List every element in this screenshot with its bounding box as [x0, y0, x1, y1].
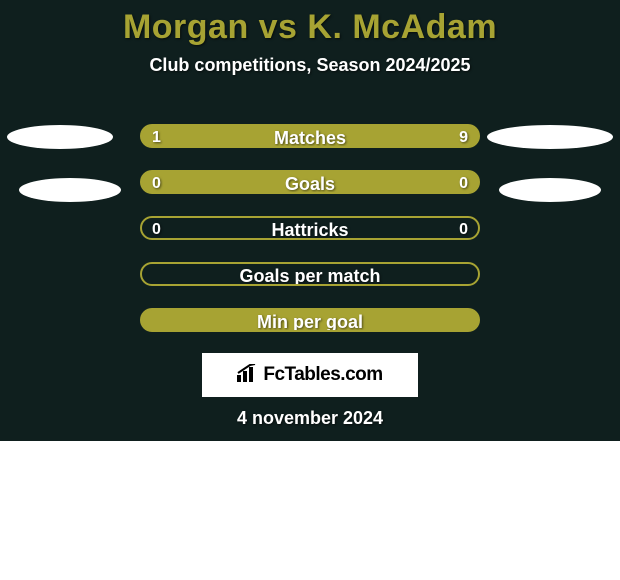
player-badge-left-1 [7, 125, 113, 149]
stat-bar: 00Goals [140, 170, 480, 194]
player-badge-left-2 [19, 178, 121, 202]
bar-label: Matches [142, 126, 478, 146]
subtitle: Club competitions, Season 2024/2025 [0, 55, 620, 76]
comparison-card: Morgan vs K. McAdam Club competitions, S… [0, 0, 620, 441]
stat-bar: Min per goal [140, 308, 480, 332]
stat-bars: 19Matches 00Goals 00Hattricks Goals per mat… [140, 124, 480, 354]
footer-date: 4 november 2024 [0, 408, 620, 429]
chart-icon [237, 364, 259, 387]
player-badge-right-1 [487, 125, 613, 149]
bar-label: Goals [142, 172, 478, 192]
stat-bar: Goals per match [140, 262, 480, 286]
bar-label: Min per goal [142, 310, 478, 330]
stat-bar: 19Matches [140, 124, 480, 148]
page-title: Morgan vs K. McAdam [0, 0, 620, 47]
stat-bar: 00Hattricks [140, 216, 480, 240]
attribution-text: FcTables.com [263, 364, 382, 386]
attribution-box: FcTables.com [202, 353, 418, 397]
bar-label: Hattricks [142, 218, 478, 238]
bar-label: Goals per match [142, 264, 478, 284]
player-badge-right-2 [499, 178, 601, 202]
